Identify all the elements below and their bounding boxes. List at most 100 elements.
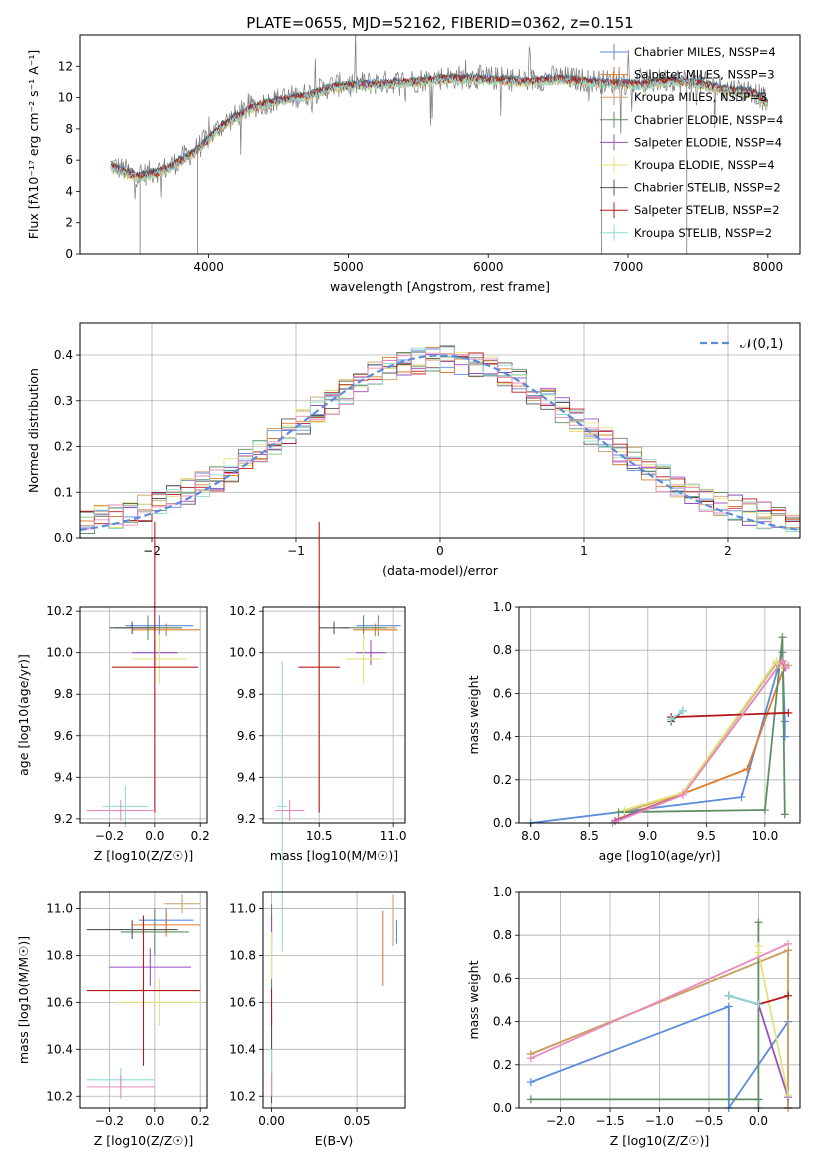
- y-tick-label: 0.0: [493, 816, 512, 830]
- y-tick-label: 10.6: [229, 995, 256, 1009]
- y-tick-label: 12: [58, 59, 73, 73]
- legend-entry: Kroupa MILES, NSSP=3: [634, 90, 767, 104]
- axes-frame: [518, 606, 801, 824]
- x-tick-label: 0.00: [258, 1114, 285, 1128]
- mass-weight-line: [758, 994, 789, 1006]
- x-tick-label: 10.5: [306, 829, 333, 843]
- x-axis-label: Z [log10(Z/Z☉)]: [94, 848, 194, 863]
- mass-weight-marker: [784, 708, 793, 717]
- y-tick-label: 0.3: [54, 394, 73, 408]
- y-tick-label: 0.2: [493, 773, 512, 787]
- x-tick-label: −0.2: [95, 1114, 124, 1128]
- y-tick-label: 9.4: [237, 770, 256, 784]
- spectrum-panel: [110, 35, 768, 254]
- mass-weight-line: [530, 942, 789, 1060]
- mass-weight-marker: [754, 1000, 763, 1009]
- x-tick-label: −0.2: [95, 829, 124, 843]
- legend-entry: Kroupa ELODIE, NSSP=4: [634, 158, 775, 172]
- y-axis-label: mass weight: [466, 675, 481, 754]
- x-tick-label: 0.2: [191, 829, 210, 843]
- x-tick-label: 0.05: [344, 1114, 371, 1128]
- mass-weight-line: [530, 652, 786, 824]
- mass-weight-marker: [678, 790, 687, 799]
- y-tick-label: 0.8: [493, 928, 512, 942]
- panel-3: [80, 607, 207, 823]
- axes-frame: [79, 606, 208, 824]
- x-tick-label: 2: [724, 544, 732, 558]
- y-tick-label: 10.0: [46, 646, 73, 660]
- x-axis-label: age [log10(age/yr)]: [599, 848, 721, 863]
- y-axis-label: Flux [fλ10⁻¹⁷ erg cm⁻² s⁻¹ A⁻¹]: [26, 50, 41, 239]
- x-tick-label: 8.0: [521, 829, 540, 843]
- x-tick-label: 6000: [473, 260, 504, 274]
- y-tick-label: 9.2: [54, 812, 73, 826]
- x-tick-label: 4000: [193, 260, 224, 274]
- normal-reference-curve: [79, 354, 801, 532]
- y-tick-label: 10.2: [229, 604, 256, 618]
- y-tick-label: 0: [65, 247, 73, 261]
- mass-weight-marker: [743, 765, 752, 773]
- y-tick-label: 9.4: [54, 770, 73, 784]
- y-axis-label: mass [log10(M/M☉)]: [16, 936, 31, 1064]
- y-tick-label: 11.0: [46, 901, 73, 915]
- mass-weight-line: [612, 659, 787, 824]
- y-tick-label: 0.2: [54, 440, 73, 454]
- y-tick-label: 6: [65, 153, 73, 167]
- mass-weight-marker: [724, 991, 733, 1000]
- panel-5-axes: [515, 606, 801, 827]
- mass-weight-line: [671, 711, 789, 719]
- mass-weight-marker: [780, 732, 789, 741]
- legend-entry: Chabrier STELIB, NSSP=2: [634, 181, 781, 195]
- panel-6-axes: [76, 891, 208, 1112]
- legend-entry: Kroupa STELIB, NSSP=2: [634, 226, 772, 240]
- x-axis-label: (data-model)/error: [382, 563, 499, 578]
- mass-weight-line: [618, 637, 786, 815]
- x-tick-label: −2.0: [546, 1114, 575, 1128]
- x-tick-label: 7000: [613, 260, 644, 274]
- x-tick-label: 9.0: [638, 829, 657, 843]
- x-tick-label: 0: [436, 544, 444, 558]
- y-tick-label: 9.8: [54, 687, 73, 701]
- x-tick-label: 8000: [753, 260, 784, 274]
- panel-4-points: [274, 521, 401, 952]
- panel-4-axes: [259, 606, 406, 827]
- mass-weight-marker: [780, 810, 789, 819]
- mass-weight-marker: [780, 717, 789, 726]
- mass-weight-marker: [754, 918, 763, 927]
- y-tick-label: 10.8: [46, 948, 73, 962]
- y-tick-label: 0.0: [493, 1101, 512, 1115]
- panel-3-axes: [76, 606, 208, 827]
- mass-weight-line: [618, 664, 786, 820]
- x-axis-label: E(B-V): [315, 1133, 354, 1148]
- x-tick-label: 0.0: [749, 1114, 768, 1128]
- panel-7: [263, 892, 405, 1108]
- panel-8-axes: [515, 891, 801, 1112]
- spectrum-legend: [600, 44, 628, 241]
- mass-weight-marker: [784, 939, 793, 948]
- mass-weight-line: [728, 994, 759, 1006]
- mass-weight-marker: [526, 1095, 535, 1104]
- legend-entry: 𝒩(0,1): [740, 337, 783, 352]
- axes-frame: [79, 891, 208, 1109]
- y-tick-label: 11.0: [229, 901, 256, 915]
- y-tick-label: 0.4: [493, 730, 512, 744]
- y-tick-label: 10.2: [229, 1089, 256, 1103]
- mass-weight-marker: [620, 806, 629, 815]
- y-tick-label: 4: [65, 184, 73, 198]
- y-tick-label: 10.4: [229, 1042, 256, 1056]
- mass-weight-marker: [784, 1091, 793, 1100]
- y-tick-label: 10.2: [46, 1089, 73, 1103]
- mass-weight-marker: [614, 808, 623, 817]
- y-tick-label: 0.6: [493, 971, 512, 985]
- x-tick-label: −1: [287, 544, 305, 558]
- x-tick-label: 0.0: [145, 1114, 164, 1128]
- y-tick-label: 0.4: [54, 348, 73, 362]
- x-tick-label: 9.5: [697, 829, 716, 843]
- x-tick-label: 5000: [333, 260, 364, 274]
- mass-weight-marker: [781, 663, 790, 672]
- y-tick-label: 10.2: [46, 604, 73, 618]
- x-axis-label: Z [log10(Z/Z☉)]: [94, 1133, 194, 1148]
- y-tick-label: 10.8: [229, 948, 256, 962]
- figure-title: PLATE=0655, MJD=52162, FIBERID=0362, z=0…: [246, 14, 633, 32]
